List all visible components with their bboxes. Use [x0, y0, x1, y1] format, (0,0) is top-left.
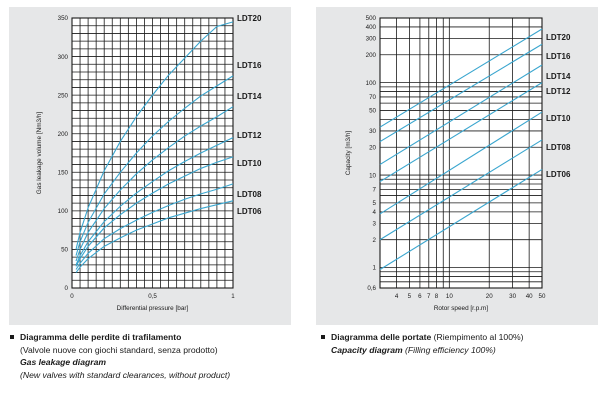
capacity-x-tick-label: 8	[435, 293, 439, 300]
leakage-series-label-ldt08: LDT08	[237, 190, 262, 199]
capacity-caption-sub-en: (Filling efficiency 100%)	[402, 344, 496, 355]
capacity-y-tick-label: 2	[373, 237, 377, 244]
capacity-y-tick-label: 400	[366, 24, 377, 31]
leakage-y-tick-label: 200	[58, 131, 69, 138]
capacity-x-tick-label: 20	[486, 293, 493, 300]
capacity-y-tick-label: 3	[373, 221, 377, 228]
capacity-caption: Diagramma delle portate (Riempimento al …	[321, 331, 601, 356]
capacity-y-tick-label: 10	[369, 172, 376, 179]
capacity-series-line-ldt12	[379, 82, 543, 183]
capacity-series-label-ldt08: LDT08	[546, 143, 571, 152]
leakage-y-tick-label: 350	[58, 15, 69, 22]
leakage-series-line-ldt16	[75, 75, 234, 256]
leakage-series-line-ldt20	[75, 21, 234, 250]
capacity-series-label-ldt20: LDT20	[546, 33, 571, 42]
capacity-y-tick-label: 500	[366, 15, 377, 22]
capacity-x-tick-label: 10	[446, 293, 453, 300]
capacity-series-label-ldt14: LDT14	[546, 72, 571, 81]
leakage-caption-title-en: Gas leakage diagram	[20, 357, 106, 367]
capacity-y-tick-label: 1	[373, 265, 377, 272]
capacity-y-tick-label: 30	[369, 128, 376, 135]
leakage-x-tick-label: 1	[231, 293, 235, 300]
capacity-series-label-ldt16: LDT16	[546, 52, 571, 61]
leakage-series-label-ldt20: LDT20	[237, 14, 262, 23]
capacity-y-tick-label: 50	[369, 108, 376, 115]
leakage-x-axis-label: Differential pressure [bar]	[117, 305, 189, 312]
leakage-series-label-ldt14: LDT14	[237, 92, 262, 101]
leakage-chart: LDT20 LDT16 LDT14 LDT12 LDT10 LDT08 LDT06 0 0,5 1…	[36, 14, 262, 312]
leakage-y-tick-label: 150	[58, 169, 69, 176]
leakage-plot-area	[71, 17, 234, 289]
capacity-plot-background	[380, 18, 542, 288]
capacity-y-tick-label: 70	[369, 94, 376, 101]
capacity-y-tick-label: 100	[366, 80, 377, 87]
capacity-x-tick-label: 6	[418, 293, 422, 300]
leakage-series-label-ldt06: LDT06	[237, 207, 262, 216]
leakage-series-line-ldt10	[75, 156, 234, 267]
capacity-x-tick-label: 30	[509, 293, 516, 300]
capacity-series-label-ldt06: LDT06	[546, 170, 571, 179]
capacity-y-tick-label: 300	[366, 36, 377, 43]
capacity-y-tick-label: 5	[373, 200, 377, 207]
capacity-series-line-ldt16	[379, 43, 543, 143]
leakage-y-tick-label: 250	[58, 92, 69, 99]
leakage-y-tick-label: 100	[58, 208, 69, 215]
leakage-y-tick-label: 300	[58, 54, 69, 61]
leakage-y-tick-label: 50	[61, 247, 68, 254]
capacity-plot-area	[379, 17, 543, 289]
leakage-series-line-ldt06	[75, 200, 234, 273]
leakage-y-tick-label: 0	[65, 285, 69, 292]
capacity-series-label-ldt10: LDT10	[546, 114, 571, 123]
leakage-y-axis-label: Gas leakage volume [Nm3/h]	[36, 112, 43, 195]
leakage-series-label-ldt12: LDT12	[237, 131, 262, 140]
leakage-caption-sub-it: (Valvole nuove con giochi standard, senz…	[20, 344, 218, 355]
leakage-series-line-ldt12	[75, 137, 234, 266]
capacity-caption-title-en: Capacity diagram	[331, 344, 403, 355]
leakage-caption: Diagramma delle perdite di trafilamento …	[10, 331, 305, 381]
capacity-y-axis-label: Capacity [m3/h]	[345, 131, 352, 176]
leakage-plot-frame	[71, 17, 234, 289]
capacity-caption-sub-it: (Riempimento al 100%)	[431, 332, 524, 342]
bullet-icon	[321, 334, 325, 339]
capacity-x-tick-label: 7	[427, 293, 431, 300]
leakage-series-line-ldt14	[75, 106, 234, 262]
capacity-y-tick-label: 0,6	[367, 285, 376, 292]
capacity-series-line-ldt08	[379, 139, 543, 241]
capacity-y-tick-label: 4	[373, 209, 377, 216]
leakage-x-tick-label: 0	[70, 293, 74, 300]
capacity-caption-title-it: Diagramma delle portate	[331, 332, 432, 342]
leakage-x-tick-label: 0,5	[148, 293, 157, 300]
leakage-caption-sub-en: (New valves with standard clearances, wi…	[20, 369, 231, 380]
capacity-y-tick-label: 7	[373, 187, 377, 194]
capacity-chart-panel: LDT20 LDT16 LDT14 LDT12 LDT10 LDT08 LDT06 4 5 6 7 8…	[316, 7, 598, 325]
capacity-plot-frame	[379, 17, 543, 289]
leakage-caption-title-it: Diagramma delle perdite di trafilamento	[20, 332, 182, 342]
leakage-series-label-ldt10: LDT10	[237, 159, 262, 168]
bullet-icon	[10, 334, 14, 339]
capacity-y-tick-label: 20	[369, 144, 376, 151]
capacity-x-tick-label: 50	[539, 293, 546, 300]
capacity-series-label-ldt12: LDT12	[546, 87, 571, 96]
capacity-series-line-ldt10	[379, 111, 543, 215]
capacity-series-line-ldt14	[379, 64, 543, 165]
leakage-series-line-ldt08	[75, 183, 234, 270]
leakage-series-label-ldt16: LDT16	[237, 61, 262, 70]
capacity-x-tick-label: 5	[408, 293, 412, 300]
capacity-x-tick-label: 4	[395, 293, 399, 300]
capacity-series-line-ldt06	[379, 168, 543, 271]
capacity-y-tick-label: 200	[366, 52, 377, 59]
leakage-chart-panel: LDT20 LDT16 LDT14 LDT12 LDT10 LDT08 LDT06 0 0,5 1…	[9, 7, 291, 325]
capacity-series-line-ldt20	[379, 28, 543, 128]
capacity-x-axis-label: Rotor speed [r.p.m]	[434, 305, 489, 312]
capacity-x-tick-label: 40	[526, 293, 533, 300]
